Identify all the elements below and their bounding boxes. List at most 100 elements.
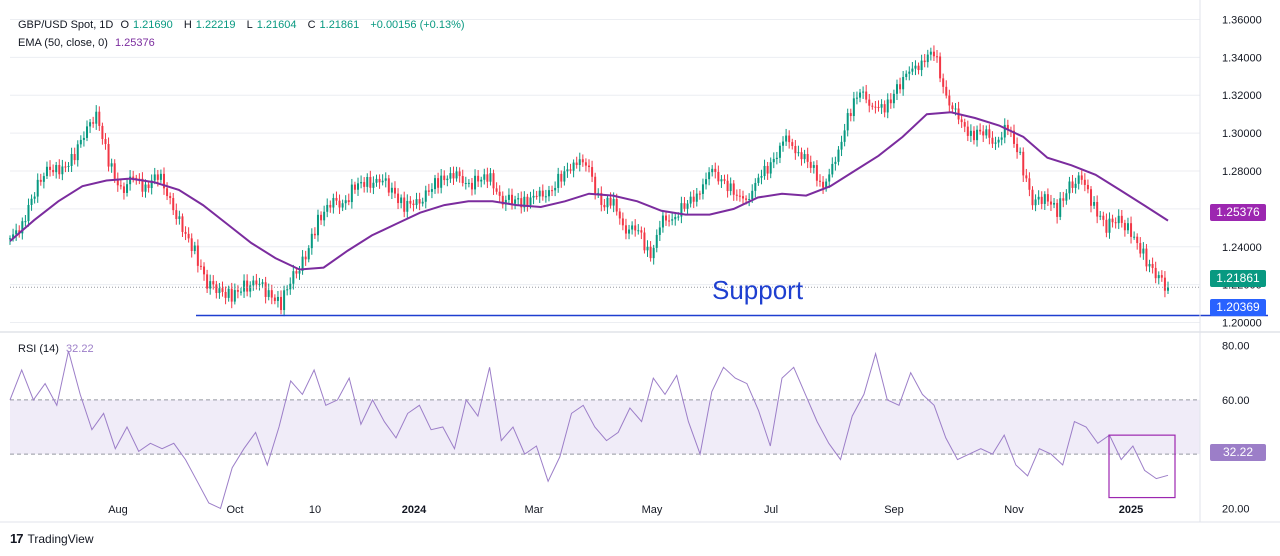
- candle-body: [615, 199, 618, 212]
- candle-body: [646, 246, 649, 251]
- candle-body: [994, 142, 997, 144]
- ema-line[interactable]: [9, 111, 1169, 271]
- candle-body: [378, 178, 381, 183]
- rsi-value-tag: 32.22: [1210, 444, 1266, 461]
- price-candles[interactable]: [9, 45, 1169, 317]
- candle-body: [859, 92, 862, 98]
- candle-body: [1154, 267, 1157, 279]
- candle-body: [258, 283, 261, 285]
- candle-body: [985, 129, 988, 136]
- candle-body: [310, 233, 313, 249]
- candle-body: [689, 196, 692, 204]
- candle-body: [246, 280, 249, 292]
- support-line[interactable]: [10, 286, 1268, 317]
- candle-body: [1157, 275, 1160, 279]
- candle-body: [350, 184, 353, 203]
- candle-body: [1102, 215, 1105, 220]
- candle-body: [1068, 181, 1071, 194]
- candle-body: [677, 216, 680, 218]
- candle-body: [184, 231, 187, 234]
- candle-body: [960, 119, 963, 123]
- candle-body: [1093, 201, 1096, 206]
- candle-body: [982, 131, 985, 136]
- candle-body: [76, 144, 79, 161]
- ohlc-legend[interactable]: GBP/USD Spot, 1D O 1.21690 H 1.22219 L 1.21…: [18, 19, 469, 31]
- candle-body: [39, 179, 42, 182]
- price-tick-label: 1.30000: [1222, 128, 1262, 140]
- ema-legend[interactable]: EMA (50, close, 0) 1.25376: [18, 37, 159, 49]
- close-value: C 1.21861: [307, 19, 360, 31]
- candle-body: [911, 68, 914, 72]
- candle-body: [344, 200, 347, 204]
- candle-body: [1016, 143, 1019, 153]
- candle-body: [1105, 219, 1108, 233]
- candle-body: [1040, 196, 1043, 204]
- candle-body: [301, 256, 304, 271]
- candle-body: [1096, 201, 1099, 217]
- rsi-line[interactable]: [9, 350, 1169, 510]
- candle-body: [631, 225, 634, 230]
- candle-body: [551, 190, 554, 192]
- candle-body: [412, 203, 415, 206]
- candle-body: [557, 173, 560, 188]
- candle-body: [1028, 178, 1031, 190]
- candle-body: [544, 196, 547, 198]
- candle-body: [45, 166, 48, 177]
- candle-body: [634, 225, 637, 231]
- candle-body: [988, 129, 991, 138]
- candle-body: [470, 182, 473, 190]
- candle-body: [532, 195, 535, 198]
- candle-body: [446, 178, 449, 181]
- rsi-highlight-box[interactable]: [1108, 434, 1176, 499]
- time-axis[interactable]: Aug Oct 10 2024 Mar May Jul Sep Nov 2025: [108, 504, 1143, 516]
- candle-body: [972, 130, 975, 141]
- candle-body: [831, 163, 834, 175]
- candle-body: [923, 60, 926, 63]
- candle-body: [569, 169, 572, 171]
- rsi-legend[interactable]: RSI (14) 32.22: [18, 343, 98, 355]
- candle-body: [834, 161, 837, 164]
- tradingview-watermark[interactable]: 17 TradingView: [10, 531, 94, 546]
- candle-body: [735, 194, 738, 196]
- candle-body: [390, 187, 393, 193]
- candle-body: [905, 73, 908, 78]
- candle-body: [809, 161, 812, 168]
- candle-body: [283, 290, 286, 311]
- candle-body: [523, 196, 526, 208]
- candle-body: [424, 190, 427, 202]
- candle-body: [535, 195, 538, 197]
- candle-body: [668, 220, 671, 222]
- candle-body: [803, 154, 806, 160]
- candle-body: [326, 204, 329, 212]
- candle-body: [178, 216, 181, 219]
- candle-body: [418, 199, 421, 204]
- candle-body: [27, 204, 30, 222]
- time-tick-label: 2025: [1119, 504, 1143, 516]
- candle-body: [738, 195, 741, 197]
- candle-body: [520, 198, 523, 208]
- candle-body: [877, 106, 880, 108]
- candle-body: [732, 183, 735, 195]
- candle-body: [618, 211, 621, 219]
- support-price-tag: 1.20369: [1210, 299, 1266, 316]
- candle-body: [588, 165, 590, 168]
- candle-body: [95, 111, 98, 124]
- candle-body: [452, 173, 455, 179]
- candle-body: [806, 154, 809, 162]
- candle-body: [1099, 215, 1102, 217]
- candle-body: [335, 197, 338, 201]
- candle-body: [1090, 189, 1093, 206]
- candle-body: [409, 200, 412, 204]
- candle-body: [243, 280, 246, 292]
- price-tick-label: 1.20000: [1222, 318, 1262, 330]
- candle-body: [889, 99, 892, 104]
- time-tick-label: Oct: [226, 504, 243, 516]
- candle-body: [224, 291, 227, 298]
- candle-body: [1151, 263, 1154, 268]
- candle-body: [434, 178, 437, 190]
- candle-body: [132, 176, 135, 178]
- candle-body: [1006, 124, 1009, 131]
- candle-body: [507, 194, 510, 200]
- candle-body: [581, 159, 584, 163]
